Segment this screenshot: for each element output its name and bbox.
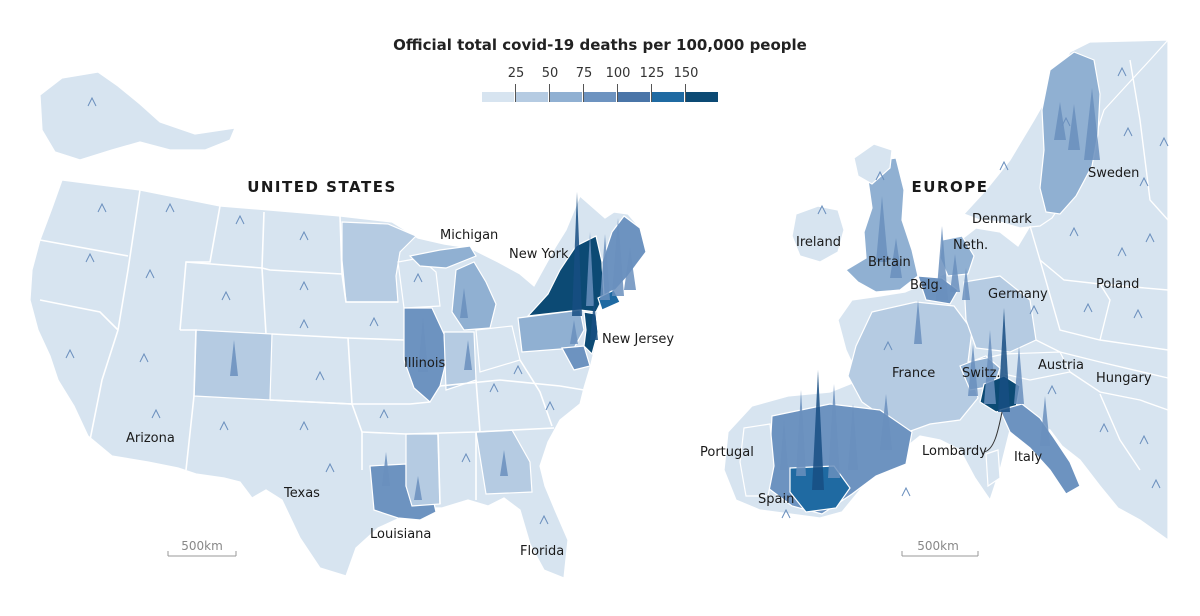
us-region-title: UNITED STATES [247, 178, 397, 196]
label-sweden: Sweden [1088, 166, 1139, 181]
mississippi-shape [405, 433, 441, 507]
scotland-shape [853, 143, 893, 185]
spike-new-york-city [572, 192, 582, 316]
europe-borders [967, 59, 1169, 471]
us-tall-spikes [230, 192, 636, 500]
legend-tick-150 [685, 84, 686, 102]
europe-tall-spikes [780, 88, 1100, 490]
label-italy: Italy [1014, 450, 1043, 465]
label-denmark: Denmark [972, 212, 1032, 227]
label-lombardy: Lombardy [922, 444, 987, 459]
color-legend: 25 50 75 100 125 150 [482, 66, 718, 106]
label-spain: Spain [758, 492, 794, 507]
us-map: UNITED STATES Michigan New York New Jers… [29, 71, 674, 579]
legend-tick-label-150: 150 [673, 66, 699, 81]
europe-region-title: EUROPE [912, 178, 989, 196]
us-mainland-shape [29, 179, 647, 579]
label-netherlands: Neth. [953, 238, 988, 253]
legend-tick-label-25: 25 [507, 66, 525, 81]
label-france: France [892, 366, 935, 381]
label-britain: Britain [868, 255, 911, 270]
ireland-shape [791, 205, 845, 263]
label-louisiana: Louisiana [370, 527, 431, 542]
legend-tick-label-75: 75 [575, 66, 593, 81]
italy-shape [999, 403, 1081, 495]
legend-tick-label-100: 100 [605, 66, 631, 81]
europe-small-spikes [781, 66, 1169, 519]
legend-swatch-1 [516, 92, 548, 102]
legend-swatch-5 [652, 92, 684, 102]
michigan-upper-shape [408, 245, 477, 269]
spike-madrid [812, 370, 824, 490]
legend-swatch-4 [618, 92, 650, 102]
legend-swatch-6 [686, 92, 718, 102]
lombardy-leader-line [983, 411, 1003, 453]
portugal-shape [739, 423, 775, 497]
label-new-york: New York [509, 247, 569, 262]
us-state-borders [39, 189, 585, 505]
label-arizona: Arizona [126, 431, 175, 446]
label-hungary: Hungary [1096, 371, 1152, 386]
spike-lombardy [998, 308, 1010, 412]
legend-tick-25 [515, 84, 516, 102]
label-switzerland: Switz. [962, 366, 1001, 381]
indiana-shape [443, 331, 477, 391]
us-scale-bar: 500km [167, 539, 237, 557]
legend-tick-50 [549, 84, 550, 102]
label-poland: Poland [1096, 277, 1139, 292]
sweden-shape [1039, 51, 1101, 215]
europe-scale-label: 500km [917, 539, 959, 553]
legend-swatch-2 [550, 92, 582, 102]
europe-map: EUROPE Sweden Denmark Ireland Britain Ne… [700, 39, 1170, 557]
label-texas: Texas [283, 486, 320, 501]
legend-tick-label-50: 50 [541, 66, 559, 81]
label-ireland: Ireland [796, 235, 841, 250]
germany-shape [963, 275, 1037, 353]
france-shape [847, 301, 979, 433]
label-austria: Austria [1038, 358, 1084, 373]
legend-tick-label-125: 125 [639, 66, 665, 81]
europe-scale-bar: 500km [901, 539, 979, 557]
legend-tick-75 [583, 84, 584, 102]
chart-title: Official total covid-19 deaths per 100,0… [393, 36, 807, 54]
maryland-shape [561, 345, 591, 371]
legend-swatch-0 [482, 92, 514, 102]
label-florida: Florida [520, 544, 564, 559]
label-michigan: Michigan [440, 228, 498, 243]
legend-tick-100 [617, 84, 618, 102]
alaska-shape [39, 71, 236, 161]
minnesota-shape [341, 221, 418, 303]
label-belgium: Belg. [910, 278, 943, 293]
us-small-spikes [65, 96, 555, 525]
label-new-jersey: New Jersey [602, 332, 674, 347]
label-illinois: Illinois [404, 356, 445, 371]
us-scale-label: 500km [181, 539, 223, 553]
label-germany: Germany [988, 287, 1048, 302]
label-portugal: Portugal [700, 445, 754, 460]
new-york-shape [526, 235, 605, 317]
sardinia-shape [985, 449, 1001, 488]
legend-swatch-3 [584, 92, 616, 102]
legend-tick-125 [651, 84, 652, 102]
